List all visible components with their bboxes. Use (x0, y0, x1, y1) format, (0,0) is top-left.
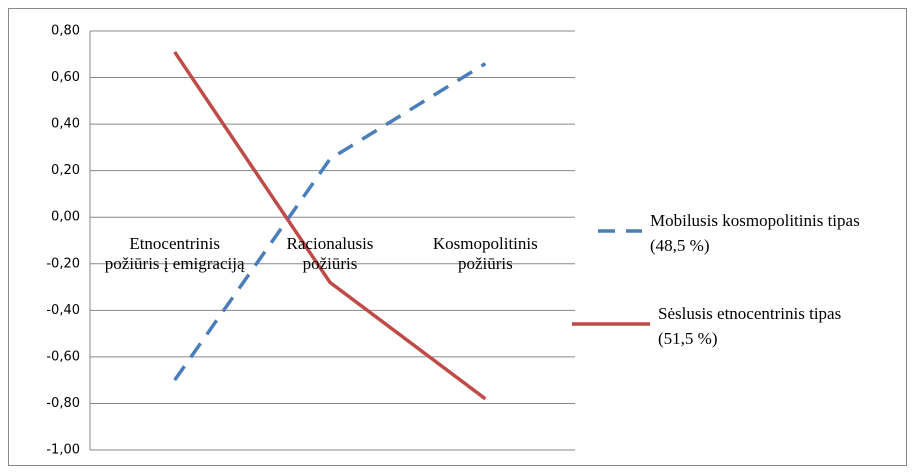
y-tick-label: -0,40 (46, 303, 80, 318)
legend-label: Mobilusis kosmopolitinis tipas (48,5 %) (650, 211, 860, 255)
x-tick-label: Racionalusis požiūris (286, 234, 374, 274)
chart-border (8, 8, 907, 466)
y-tick-label: -0,80 (46, 396, 80, 411)
y-tick-label: 0,60 (51, 70, 80, 85)
series-line (173, 62, 487, 382)
legend-label: Sėslusis etnocentrinis tipas (51,5 %) (658, 304, 842, 348)
series-line (173, 50, 487, 401)
x-tick-label: Etnocentrinis požiūris į emigraciją (104, 234, 245, 274)
y-tick-label: 0,40 (51, 117, 80, 132)
y-tick-label: -0,20 (46, 256, 80, 271)
y-tick-label: 0,00 (51, 210, 80, 225)
y-tick-label: 0,20 (51, 163, 80, 178)
x-tick-label: Kosmopolitinis požiūris (432, 234, 538, 274)
y-tick-label: -1,00 (46, 443, 80, 458)
y-tick-label: 0,80 (51, 24, 80, 39)
y-tick-label: -0,60 (46, 349, 80, 364)
